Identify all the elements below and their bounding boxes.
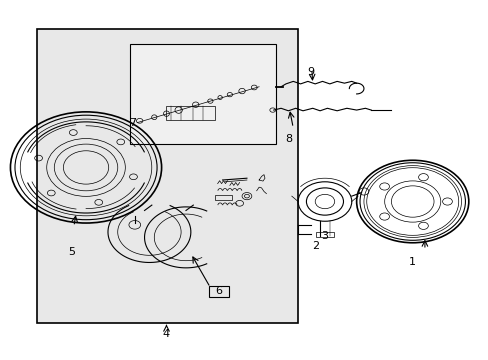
Text: 1: 1 <box>408 257 415 267</box>
Text: 6: 6 <box>215 286 222 296</box>
Text: 7: 7 <box>128 118 136 128</box>
Bar <box>37 30 298 323</box>
Bar <box>316 232 333 237</box>
Text: 4: 4 <box>163 329 170 339</box>
Text: 8: 8 <box>284 134 291 144</box>
Bar <box>215 195 232 200</box>
Text: 9: 9 <box>306 67 313 77</box>
Text: 2: 2 <box>311 241 318 251</box>
Bar <box>130 44 276 144</box>
Bar <box>166 106 215 120</box>
Text: 5: 5 <box>68 247 75 257</box>
Text: 3: 3 <box>321 231 328 240</box>
Bar <box>209 286 228 297</box>
